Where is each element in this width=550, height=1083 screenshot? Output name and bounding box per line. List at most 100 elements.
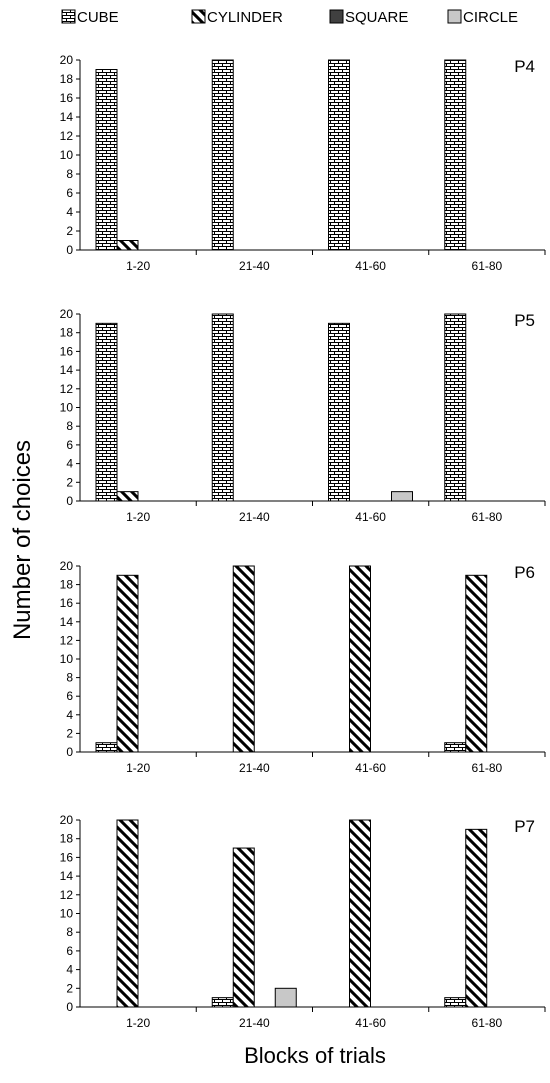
- panel-title: P5: [514, 311, 535, 330]
- y-axis-title: Number of choices: [9, 440, 36, 640]
- y-tick-label: 18: [60, 578, 74, 592]
- x-tick-label: 1-20: [126, 259, 150, 273]
- bar-circle: [391, 491, 413, 502]
- x-tick-label: 61-80: [472, 510, 503, 524]
- x-tick-label: 41-60: [355, 510, 386, 524]
- bar-cube: [211, 313, 234, 502]
- y-tick-label: 0: [66, 745, 73, 759]
- x-tick-label: 21-40: [239, 1016, 270, 1030]
- bar-cylinder: [232, 847, 255, 1008]
- bar-cube: [95, 322, 118, 502]
- x-tick-label: 1-20: [126, 510, 150, 524]
- y-tick-label: 6: [66, 689, 73, 703]
- y-tick-label: 18: [60, 72, 74, 86]
- bar-cylinder: [116, 491, 139, 502]
- legend-label-cube: CUBE: [77, 9, 119, 26]
- y-tick-label: 14: [60, 615, 74, 629]
- legend-label-cylinder: CYLINDER: [207, 9, 283, 26]
- legend-label-circle: CIRCLE: [463, 9, 518, 26]
- y-tick-label: 12: [60, 633, 74, 647]
- legend-swatch-cylinder: [191, 9, 206, 24]
- bar-cube: [328, 59, 350, 251]
- bar-cube: [328, 322, 350, 502]
- x-axis-title: Blocks of trials: [244, 1043, 386, 1068]
- bar-cube: [444, 997, 467, 1008]
- y-tick-label: 14: [60, 110, 74, 124]
- x-tick-label: 21-40: [239, 259, 270, 273]
- x-tick-label: 61-80: [472, 1016, 503, 1030]
- panel-title: P4: [514, 57, 535, 76]
- x-tick-label: 41-60: [355, 259, 386, 273]
- y-tick-label: 0: [66, 1000, 73, 1014]
- y-tick-label: 2: [66, 224, 73, 238]
- bar-cylinder: [465, 828, 488, 1008]
- y-tick-label: 2: [66, 475, 73, 489]
- bar-cylinder: [232, 565, 255, 753]
- y-tick-label: 2: [66, 981, 73, 995]
- y-tick-label: 2: [66, 726, 73, 740]
- y-tick-label: 16: [60, 850, 74, 864]
- bar-cube: [95, 742, 118, 753]
- x-tick-label: 41-60: [355, 761, 386, 775]
- y-tick-label: 12: [60, 888, 74, 902]
- bar-cylinder: [465, 574, 488, 753]
- legend-swatch-circle: [447, 9, 462, 24]
- legend-label-square: SQUARE: [345, 9, 408, 26]
- y-tick-label: 4: [66, 963, 73, 977]
- y-tick-label: 10: [60, 148, 74, 162]
- bar-cube: [95, 69, 118, 251]
- y-tick-label: 20: [60, 813, 74, 827]
- y-tick-label: 4: [66, 205, 73, 219]
- y-tick-label: 20: [60, 307, 74, 321]
- panel-p5: 0 2 4 6 8 10 12 14 16 18 20 1-20 21-40 41-60 61-80 P5: [60, 307, 546, 524]
- y-tick-label: 6: [66, 944, 73, 958]
- panel-p4: 0 2 4 6 8 10 12 14 16 18 20 1-20 21-40 41-60 61-80 P4: [60, 53, 546, 273]
- bar-cylinder: [116, 574, 139, 753]
- x-tick-label: 61-80: [472, 761, 503, 775]
- panel-p6: 0 2 4 6 8 10 12 14 16 18 20 1-20 21-40 41-60 61-80 P6: [60, 559, 546, 775]
- y-tick-label: 4: [66, 457, 73, 471]
- bar-cube: [444, 742, 467, 753]
- bar-circle: [274, 987, 297, 1008]
- y-tick-label: 16: [60, 91, 74, 105]
- panel-p7: 0 2 4 6 8 10 12 14 16 18 20 1-20 21-40 41-60 61-80 P7: [60, 813, 546, 1030]
- x-tick-label: 1-20: [126, 761, 150, 775]
- y-tick-label: 6: [66, 438, 73, 452]
- y-tick-label: 0: [66, 494, 73, 508]
- y-tick-label: 0: [66, 243, 73, 257]
- y-tick-label: 18: [60, 326, 74, 340]
- bar-cube: [444, 313, 467, 502]
- x-tick-label: 21-40: [239, 761, 270, 775]
- y-tick-label: 18: [60, 832, 74, 846]
- legend: CUBE CYLINDER SQUARE CIRCLE: [61, 9, 518, 26]
- y-tick-label: 10: [60, 401, 74, 415]
- y-tick-label: 10: [60, 652, 74, 666]
- bar-cube: [211, 997, 234, 1008]
- y-tick-label: 6: [66, 186, 73, 200]
- y-tick-label: 12: [60, 129, 74, 143]
- bar-cylinder: [349, 819, 371, 1008]
- legend-swatch-square: [329, 9, 344, 24]
- panel-title: P7: [514, 817, 535, 836]
- y-tick-label: 10: [60, 907, 74, 921]
- bar-cube: [444, 59, 467, 251]
- y-tick-label: 8: [66, 925, 73, 939]
- y-tick-label: 20: [60, 559, 74, 573]
- x-tick-label: 61-80: [472, 259, 503, 273]
- y-tick-label: 14: [60, 363, 74, 377]
- y-tick-label: 8: [66, 167, 73, 181]
- x-tick-label: 1-20: [126, 1016, 150, 1030]
- panel-title: P6: [514, 563, 535, 582]
- bar-cube: [211, 59, 234, 251]
- y-tick-label: 16: [60, 596, 74, 610]
- y-tick-label: 14: [60, 869, 74, 883]
- bar-cylinder: [116, 240, 139, 251]
- x-tick-label: 41-60: [355, 1016, 386, 1030]
- y-tick-label: 20: [60, 53, 74, 67]
- y-tick-label: 8: [66, 419, 73, 433]
- y-tick-label: 12: [60, 382, 74, 396]
- y-tick-label: 8: [66, 671, 73, 685]
- y-tick-label: 4: [66, 708, 73, 722]
